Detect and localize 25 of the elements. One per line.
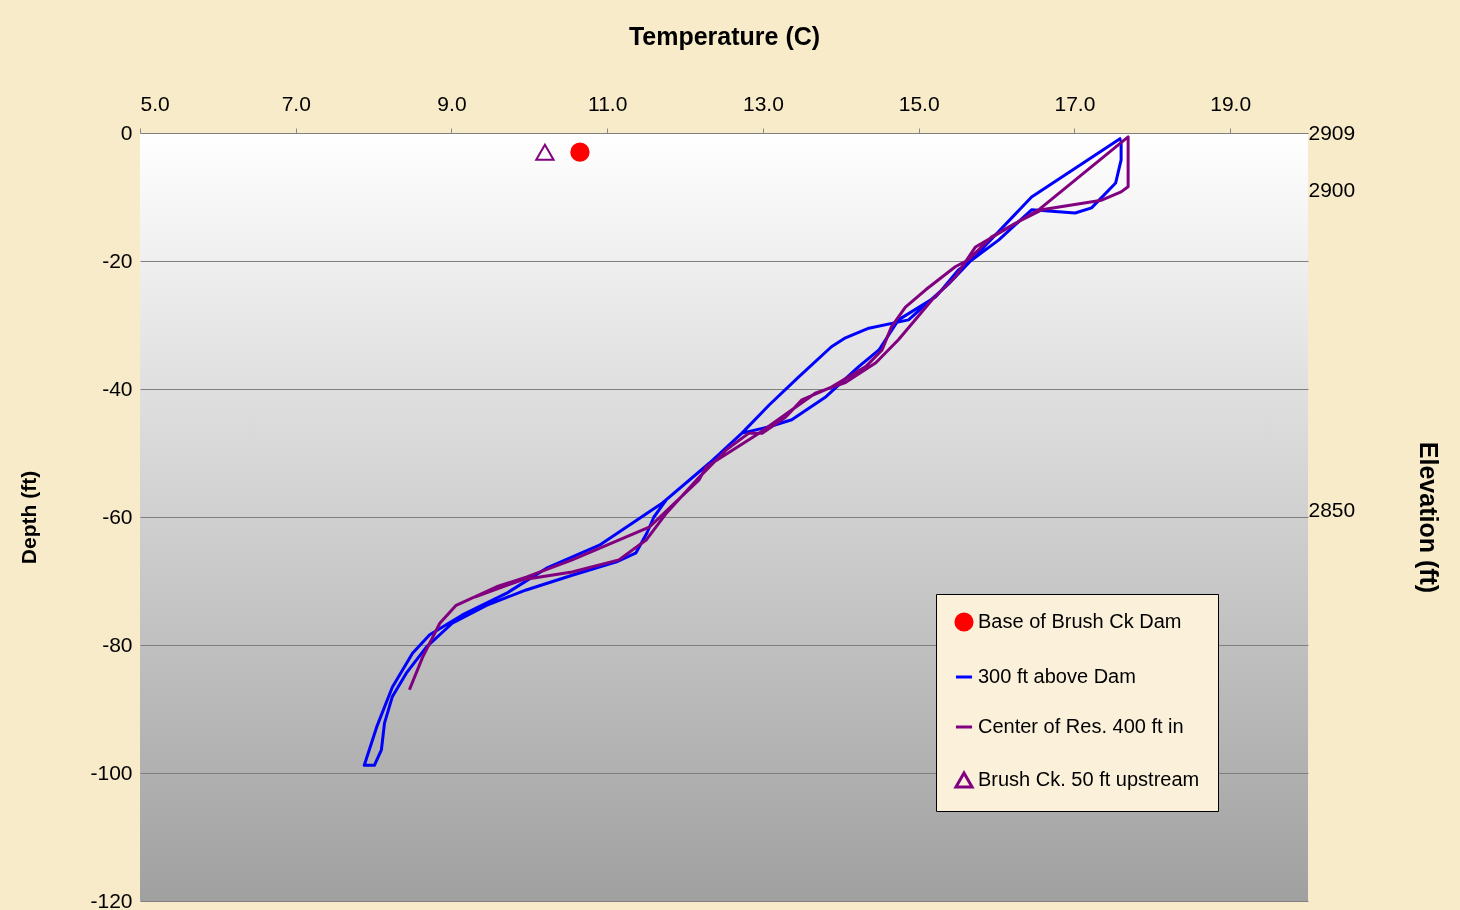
legend-label: Base of Brush Ck Dam — [978, 610, 1182, 632]
legend-label: 300 ft above Dam — [978, 665, 1136, 687]
x-tick-label: 17.0 — [1054, 91, 1096, 115]
y-tick-label: -80 — [102, 632, 133, 656]
y-axis-title: Depth (ft) — [17, 470, 41, 565]
x-tick-label: 15.0 — [898, 91, 940, 115]
x-tick-label: 5.0 — [140, 91, 170, 115]
x-tick-label: 7.0 — [281, 91, 311, 115]
y-tick-label: -100 — [90, 760, 133, 784]
x-tick-label: 9.0 — [437, 91, 467, 115]
y-tick-label: -20 — [102, 248, 133, 272]
legend-label: Center of Res. 400 ft in — [978, 715, 1184, 737]
y-tick-label: -120 — [90, 888, 133, 910]
y2-tick-label: 2909 — [1308, 120, 1356, 144]
y-tick-label: -40 — [102, 376, 133, 400]
y2-tick-label: 2900 — [1308, 178, 1356, 202]
x-tick-label: 19.0 — [1210, 91, 1252, 115]
x-tick-label: 11.0 — [588, 91, 628, 115]
y-tick-label: 0 — [120, 120, 133, 144]
y-tick-label: -60 — [102, 504, 133, 528]
x-axis-title: Temperature (C) — [628, 21, 821, 50]
x-tick-label: 13.0 — [743, 91, 784, 115]
legend-label: Brush Ck. 50 ft upstream — [978, 768, 1200, 790]
y2-axis-title: Elevation (ft) — [1415, 441, 1444, 594]
y2-tick-label: 2850 — [1308, 498, 1356, 522]
